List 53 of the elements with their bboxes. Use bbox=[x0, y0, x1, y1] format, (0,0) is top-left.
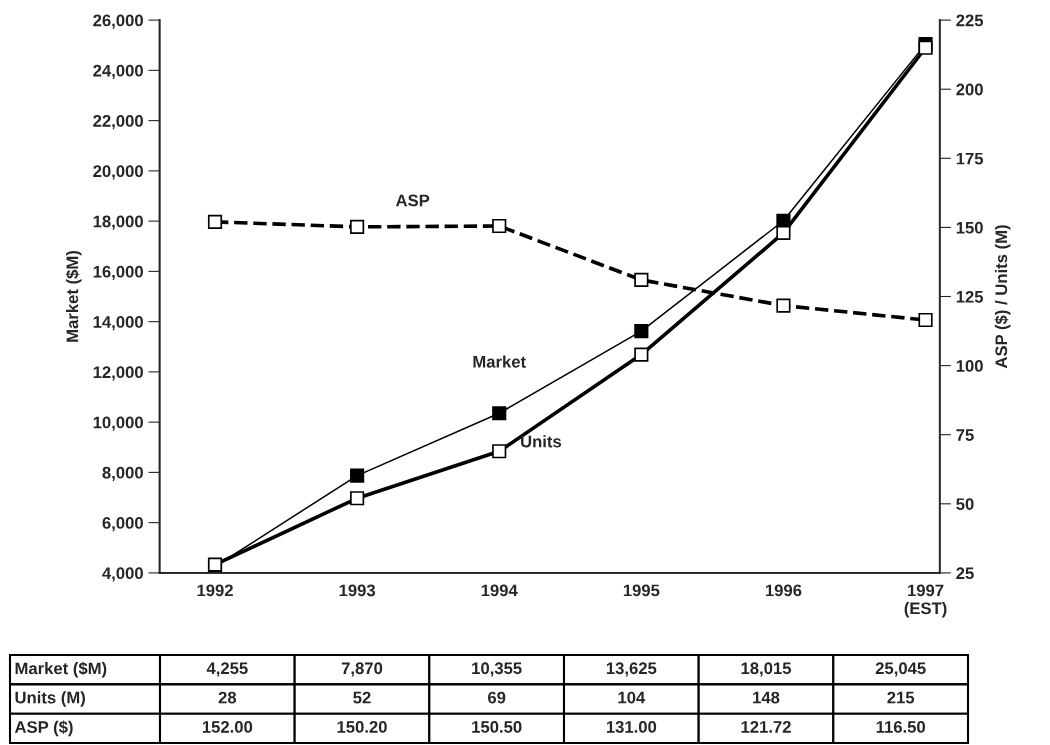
data-label: 215 bbox=[887, 691, 915, 704]
y-tick-label: 14,000 bbox=[93, 316, 143, 331]
y-tick-label: 12,000 bbox=[93, 366, 143, 381]
text: Units (M) bbox=[15, 691, 85, 707]
y-tick-label: 24,000 bbox=[93, 64, 143, 79]
data-label: 10,355 bbox=[472, 662, 522, 677]
y-tick-label: 16,000 bbox=[93, 265, 143, 280]
y-tick-label: 6,000 bbox=[102, 517, 143, 532]
data-label: 148 bbox=[753, 691, 780, 704]
data-label: 104 bbox=[618, 691, 646, 704]
data-label: 69 bbox=[488, 691, 506, 704]
y2-tick-label: 25 bbox=[956, 567, 974, 580]
y2-tick-label: 150 bbox=[956, 221, 983, 234]
data-label: 131.00 bbox=[606, 721, 657, 733]
data-label: 7,870 bbox=[341, 662, 383, 677]
y2-tick-label: 225 bbox=[956, 14, 984, 27]
x-tick-label: 1997 (EST) bbox=[904, 584, 947, 618]
y-tick-label: 10,000 bbox=[93, 416, 143, 431]
x-tick-label: 1992 bbox=[197, 584, 233, 597]
y2-axis-title: ASP ($) / Units (M) bbox=[994, 225, 1011, 369]
x-tick-label: 1995 bbox=[623, 584, 660, 597]
data-label: 25,045 bbox=[875, 662, 926, 677]
data-label: 116.50 bbox=[876, 721, 926, 733]
y2-tick-label: 75 bbox=[956, 429, 974, 441]
series-label: ASP bbox=[395, 194, 430, 207]
y2-tick-label: 100 bbox=[956, 360, 983, 372]
y2-tick-label: 200 bbox=[956, 83, 983, 96]
y-tick-label: 4,000 bbox=[102, 567, 143, 582]
text: Market ($M) bbox=[15, 661, 107, 678]
y-tick-label: 26,000 bbox=[93, 14, 143, 29]
data-label: 52 bbox=[353, 691, 371, 704]
x-tick-label: 1996 bbox=[765, 584, 802, 597]
data-label: 28 bbox=[218, 691, 237, 704]
data-label: 13,625 bbox=[606, 662, 657, 677]
text: ASP ($) bbox=[14, 720, 73, 737]
data-label: 4,255 bbox=[206, 662, 248, 677]
y-tick-label: 18,000 bbox=[93, 215, 143, 230]
data-label: 18,015 bbox=[741, 662, 792, 677]
data-label: 152.00 bbox=[202, 721, 253, 733]
data-label: 150.20 bbox=[337, 721, 387, 733]
series-label: Market bbox=[473, 355, 526, 368]
y-axis-title: Market ($M) bbox=[65, 251, 82, 342]
data-label: 150.50 bbox=[472, 721, 522, 733]
y2-tick-label: 175 bbox=[956, 152, 984, 165]
series-label: Units bbox=[521, 435, 562, 448]
y-tick-label: 20,000 bbox=[93, 165, 143, 180]
x-tick-label: 1994 bbox=[481, 584, 518, 597]
x-tick-label: 1993 bbox=[339, 584, 376, 597]
y-tick-label: 8,000 bbox=[102, 466, 143, 482]
y2-tick-label: 125 bbox=[956, 290, 984, 303]
y-tick-label: 22,000 bbox=[93, 115, 143, 130]
data-label: 121.72 bbox=[741, 721, 791, 733]
y2-tick-label: 50 bbox=[956, 498, 974, 511]
